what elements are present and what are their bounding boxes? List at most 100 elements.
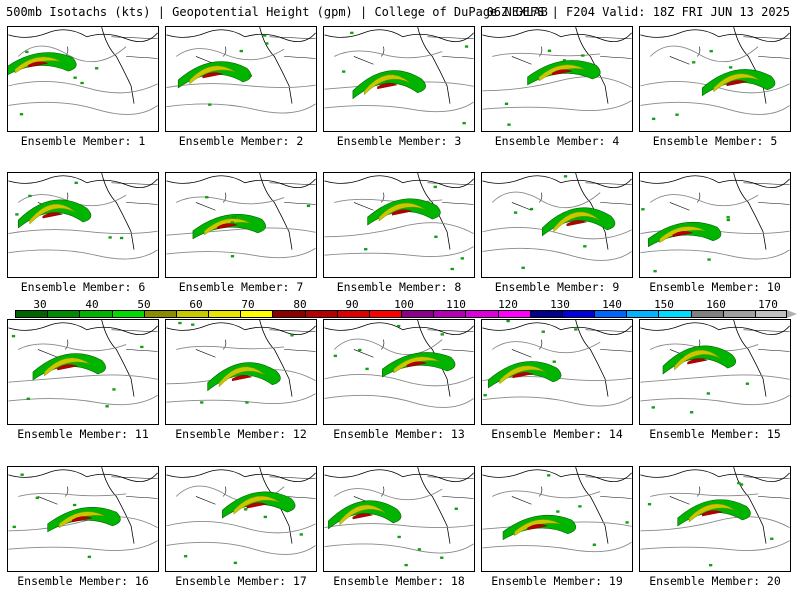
ensemble-member-map [165,26,317,132]
isotach-speckle [583,245,587,248]
isotach-fill [14,56,61,74]
map-canvas [640,320,790,414]
isotach-speckle [707,258,711,261]
coastline [37,486,69,505]
coastline [166,29,316,43]
height-contour [166,103,316,114]
colorbar-tick-label: 100 [394,298,414,311]
height-contour [650,492,759,497]
colorbar-tick-label: 60 [189,298,203,311]
header-title: 500mb Isotachs (kts) | Geopotential Heig… [6,5,548,19]
isotach-fill [58,511,106,529]
height-contour [640,374,790,383]
isotach-fill [541,207,616,237]
colorbar-segment [336,310,370,318]
coastline [669,192,701,211]
ensemble-member-label: Ensemble Member: 3 [336,134,462,148]
colorbar-tick-label: 160 [706,298,726,311]
colorbar-segment [368,310,402,318]
coastline [8,29,158,43]
isotach-speckle [230,221,235,224]
height-contour [18,343,127,352]
border-line [442,56,474,59]
isotach-speckle [679,355,683,358]
height-contour [324,246,474,257]
isotach-speckle [739,483,744,486]
border-line [126,349,158,352]
ensemble-member-map [639,26,791,132]
ensemble-member-map [7,466,159,572]
isotach-speckle [306,204,311,207]
colorbar-segment [690,310,724,318]
isotach-speckle [263,34,267,37]
height-contour [334,50,443,59]
isotach-speckle [191,323,195,326]
isotach-fill [352,70,426,100]
coastline [324,29,474,43]
colorbar-tick-label: 40 [85,298,99,311]
coastline [195,192,227,211]
height-contour [324,101,474,113]
isotach-fill [42,212,64,219]
isotach-speckle [230,255,235,258]
isotach-fill [406,361,428,368]
colorbar-segment [529,310,563,318]
height-contour [333,488,443,501]
map-canvas [8,27,158,116]
ensemble-member-map [639,319,791,425]
colorbar-segment [433,310,466,318]
border-line [111,36,158,40]
isotach-speckle [28,194,32,198]
height-contour [482,226,632,240]
isotach-speckle [80,81,84,85]
border-line [743,36,790,40]
coastline [166,469,316,483]
isotach-fill [551,69,573,76]
ensemble-member-label: Ensemble Member: 7 [178,280,304,294]
isotach-fill [246,502,268,509]
colorbar-tick-label: 170 [758,298,778,311]
isotach-speckle [74,181,78,184]
border-line [600,496,632,499]
ensemble-member-label: Ensemble Member: 18 [333,574,465,588]
isotach-speckle [726,216,730,219]
isotach-speckle [364,248,368,251]
isotach-fill [207,362,281,392]
ensemble-member-label: Ensemble Member: 16 [17,574,149,588]
isotach-fill [688,503,736,523]
isotach-speckle [745,382,750,385]
height-contour [166,393,316,404]
isotach-speckle [770,537,774,540]
coastline [482,322,632,336]
isotach-speckle [245,401,249,404]
isotach-fill [499,365,546,385]
isotach-speckle [299,533,303,536]
map-canvas [166,467,316,564]
isotach-speckle [625,521,629,524]
isotach-fill [364,74,411,96]
ensemble-member-label: Ensemble Member: 10 [649,280,781,294]
coastline [259,320,293,397]
coastline [195,486,227,505]
ensemble-member-label: Ensemble Member: 11 [17,427,149,441]
height-contour [166,541,316,555]
isotach-speckle [729,66,733,69]
ensemble-member-map [481,319,633,425]
colorbar-segment [111,310,145,318]
colorbar-left-arrow [5,310,15,318]
ensemble-member-label: Ensemble Member: 1 [20,134,146,148]
map-canvas [640,467,790,567]
ensemble-member-map [481,466,633,572]
height-contour [491,341,601,354]
colorbar-tick-label: 50 [137,298,151,311]
coastline [8,322,158,336]
height-contour [333,338,443,356]
isotach-speckle [350,31,354,35]
coastline [575,27,609,104]
ensemble-member-map [481,172,633,278]
isotach-speckle [709,564,713,567]
isotach-speckle [265,42,269,45]
isotach-speckle [183,555,188,558]
isotach-fill [512,372,534,379]
isotach-speckle [552,360,556,363]
